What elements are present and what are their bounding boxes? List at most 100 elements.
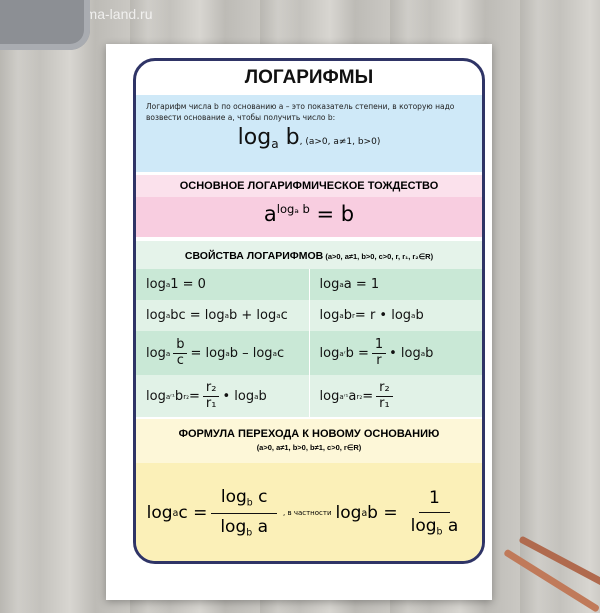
numerator: b [173, 337, 188, 354]
formula-text: = b [309, 202, 355, 227]
formula-text: 1 = 0 [170, 277, 206, 292]
formula-note: , в частности [283, 509, 332, 517]
pencil-cup [0, 0, 90, 50]
change-of-base-heading: ФОРМУЛА ПЕРЕХОДА К НОВОМУ ОСНОВАНИЮ (a>0,… [136, 419, 482, 463]
properties-title: СВОЙСТВА ЛОГАРИФМОВ [184, 250, 324, 262]
formula-text: b [258, 388, 267, 404]
subscript: a [339, 311, 344, 320]
fraction: logb c logb a [210, 484, 278, 542]
formula-text: log [319, 308, 340, 323]
formula-text: b – log [229, 345, 273, 361]
superscript: r [351, 311, 355, 320]
formula-text: log [146, 277, 166, 292]
formula-text: = r • log [354, 308, 412, 323]
subscript: aʳ¹ [339, 391, 349, 401]
formula-text: log [146, 308, 166, 323]
subscript: a [224, 311, 229, 320]
property-formula: log aʳ¹ a r₂ = r₂ r₁ [308, 375, 483, 417]
property-formula: log a 1 = 0 [136, 269, 309, 300]
formula-text: • log [389, 345, 421, 361]
change-of-base-formula: log a c = logb c logb a, в частности log a b… [136, 463, 482, 561]
formula-text: b [343, 308, 352, 323]
property-row: log a 1 = 0 log a a = 1 [136, 269, 482, 300]
subscript: a [271, 137, 279, 152]
change-of-base-title: ФОРМУЛА ПЕРЕХОДА К НОВОМУ ОСНОВАНИЮ [178, 428, 440, 440]
denominator: c [176, 352, 184, 368]
change-of-base-condition: (a>0, a≠1, b>0, b≠1, c>0, r∈R) [256, 443, 362, 452]
subscript: a [165, 348, 171, 358]
formula-text: b + log [228, 308, 277, 323]
formula-text: = [189, 388, 200, 404]
subscript: a [339, 280, 344, 289]
definition-condition: , (a>0, a≠1, b>0) [299, 137, 381, 147]
formula-text: c [280, 308, 288, 323]
formula-text: b [174, 388, 184, 404]
formula-text: a [348, 388, 357, 404]
superscript: logₐ b [276, 202, 310, 216]
formula-text: b [425, 345, 434, 361]
formula-text: log [146, 388, 166, 404]
formula-text: log [146, 345, 166, 361]
subscript: a [172, 507, 179, 519]
subscript: b [246, 497, 253, 509]
formula-text: log [319, 277, 340, 292]
formula-text: = [362, 388, 374, 404]
property-formula: log a bc = log a b + log a c [136, 300, 309, 331]
formula-text: b [415, 308, 424, 323]
property-formula: log a b c = log a b – log a c [136, 331, 309, 375]
numerator: 1 [419, 485, 450, 513]
formula-text: c [276, 345, 285, 361]
formula-text: b = [367, 503, 398, 523]
fraction: r₂ r₁ [376, 380, 393, 411]
properties-heading: СВОЙСТВА ЛОГАРИФМОВ (a>0, a≠1, b>0, c>0,… [136, 241, 482, 269]
subscript: b [436, 525, 443, 537]
property-formula: log a a = 1 [308, 269, 483, 300]
denominator: r [376, 352, 382, 368]
formula-text: log [237, 125, 272, 150]
identity-formula: alogₐ b = b [136, 197, 482, 237]
formula-text: bc = log [170, 308, 225, 323]
formula-text: log [146, 503, 173, 523]
identity-heading: ОСНОВНОЕ ЛОГАРИФМИЧЕСКОЕ ТОЖДЕСТВО [136, 175, 482, 197]
definition-formula: loga b [237, 125, 300, 152]
property-row: log aʳ¹ b r₂ = r₂ r₁ • log a b log aʳ¹ a r₂ = r… [136, 375, 482, 417]
poster-title: ЛОГАРИФМЫ [244, 67, 374, 88]
denominator: r₁ [205, 395, 217, 411]
poster: ЛОГАРИФМЫ Логарифм числа b по основанию … [106, 44, 492, 600]
definition-section: Логарифм числа b по основанию a – это по… [136, 95, 482, 172]
formula-text: log [319, 345, 340, 361]
formula-text: a = 1 [343, 277, 380, 292]
formula-text: b [278, 125, 300, 150]
property-formula: log aʳ¹ b r₂ = r₂ r₁ • log a b [136, 375, 309, 417]
subscript: aʳ¹ [165, 391, 175, 401]
subscript: a [165, 280, 171, 289]
subscript: a [411, 311, 416, 320]
superscript: r₂ [183, 391, 189, 401]
subscript: a [276, 311, 281, 320]
subscript: a [420, 348, 426, 358]
numerator: 1 [371, 337, 387, 354]
properties-condition: (a>0, a≠1, b>0, c>0, r, r₁, r₂∈R) [323, 252, 434, 261]
denominator: r₁ [379, 395, 390, 411]
subscript: aʳ [339, 348, 346, 358]
denominator: logb a [410, 515, 459, 537]
numerator: logb c [210, 484, 278, 514]
formula-text: log [319, 388, 340, 404]
formula-text: log [335, 503, 362, 523]
numerator: r₂ [202, 380, 220, 397]
subscript: b [246, 526, 253, 538]
subscript: a [225, 348, 230, 358]
subscript: a [272, 348, 277, 358]
subscript: a [361, 507, 368, 519]
denominator: logb a [220, 516, 269, 538]
formula-text: c = [178, 503, 208, 523]
formula-text: a [263, 202, 277, 227]
poster-frame: ЛОГАРИФМЫ Логарифм числа b по основанию … [133, 58, 485, 564]
fraction: r₂ r₁ [202, 380, 220, 411]
definition-text: Логарифм числа b по основанию a – это по… [146, 102, 455, 122]
